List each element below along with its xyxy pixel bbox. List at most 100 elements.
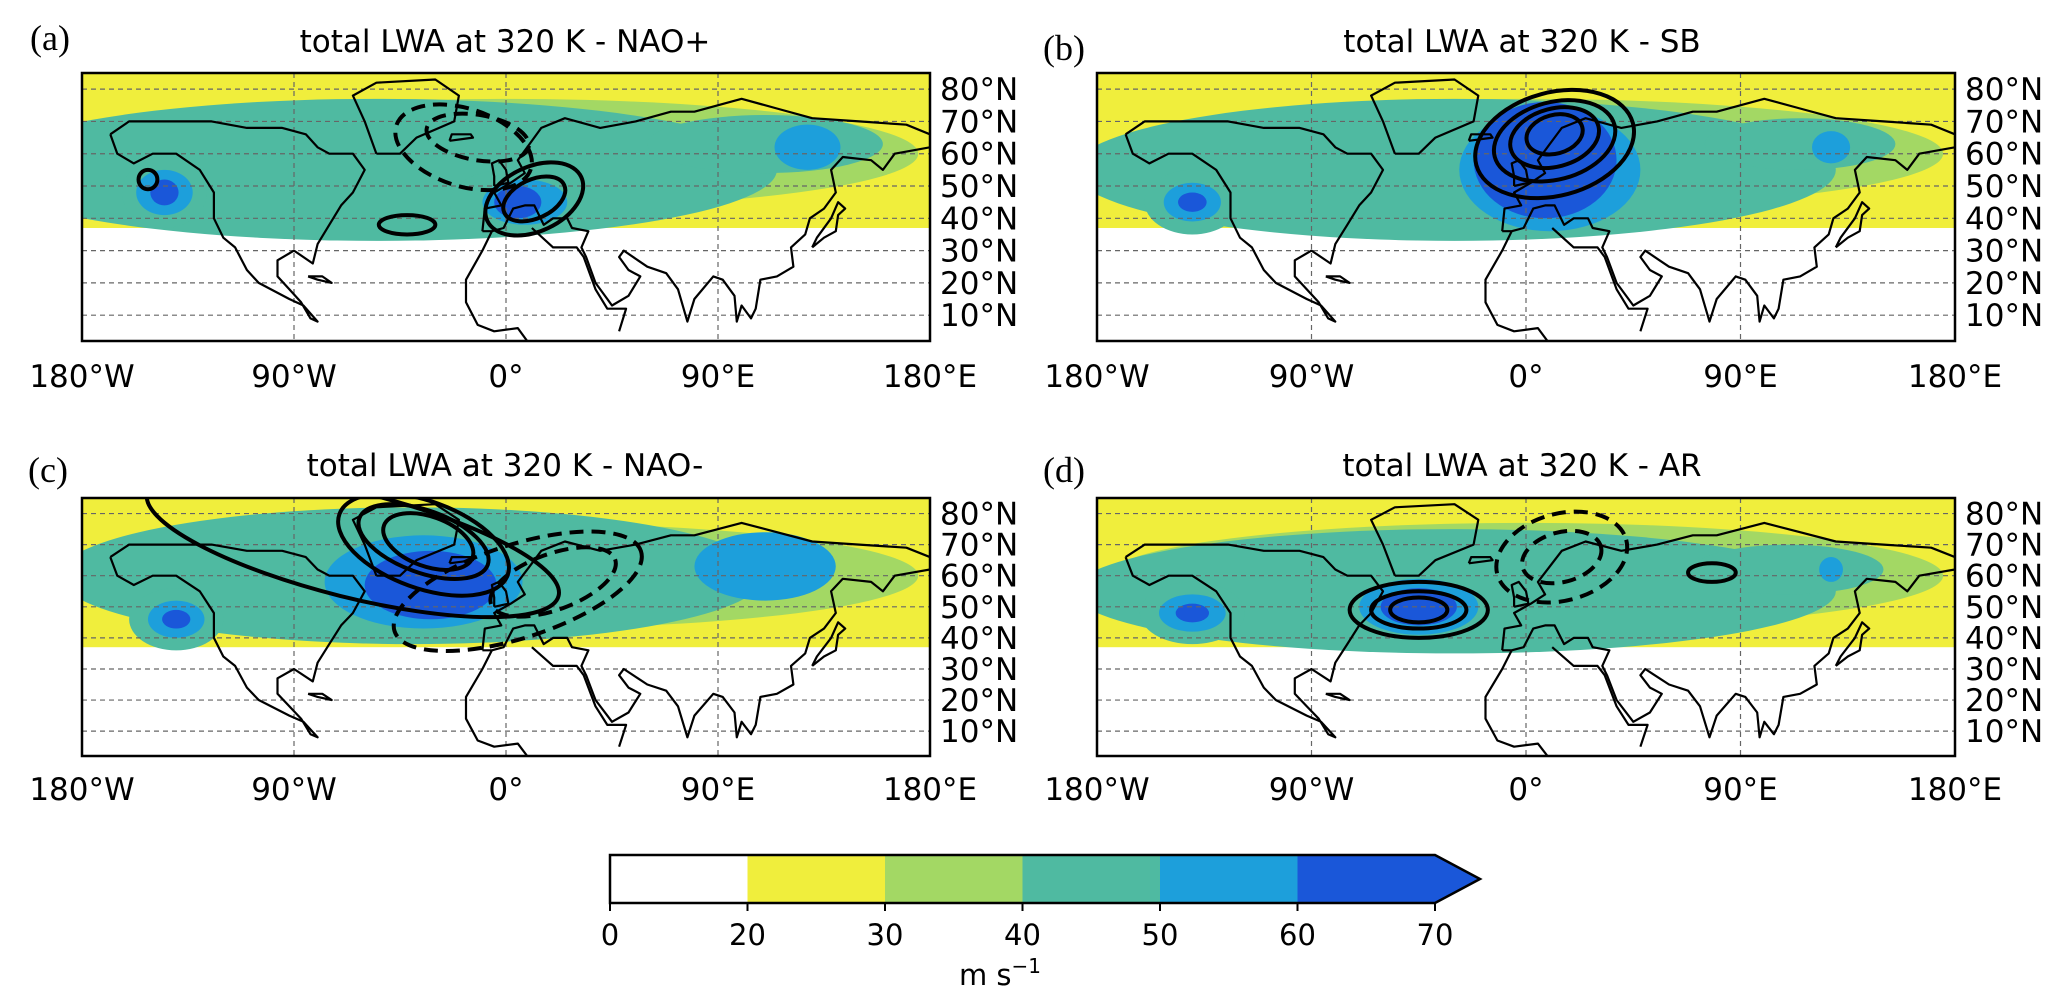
panel-b-coastline xyxy=(1370,78,1480,155)
panel-d-lat-label: 10°N xyxy=(1965,714,2043,750)
panel-a-lon-label: 180°W xyxy=(29,359,134,395)
colorbar-unit-base: m s xyxy=(959,958,1012,992)
panel-b-lat-label: 20°N xyxy=(1965,266,2043,302)
colorbar-cell xyxy=(1297,855,1435,903)
colorbar-frame xyxy=(608,853,1483,905)
panel-b-coastline xyxy=(1467,133,1494,142)
panel-c-title: total LWA at 320 K - NAO- xyxy=(307,448,704,484)
panel-b-lwa-blob xyxy=(1704,118,1896,170)
colorbar-tick-label: 40 xyxy=(1004,918,1041,952)
panel-d-lwa-blob xyxy=(1819,557,1843,582)
panel-a-lwa-blob xyxy=(82,98,777,241)
panel-b-title: total LWA at 320 K - SB xyxy=(1343,24,1700,60)
panel-c-lwa-blob xyxy=(364,550,497,620)
panel-a-lat-label: 10°N xyxy=(940,298,1018,334)
panel-a-lat-label: 30°N xyxy=(940,234,1018,270)
panel-d-coastline xyxy=(1502,568,1955,739)
panel-d-title: total LWA at 320 K - AR xyxy=(1342,448,1701,484)
panel-c-coastline xyxy=(531,646,628,748)
colorbar-tick-label: 30 xyxy=(867,918,904,952)
panel-a-contour-positive xyxy=(483,160,586,238)
panel-a-letter: (a) xyxy=(30,18,70,58)
panel-a-frame xyxy=(80,71,932,343)
panel-d-contour-positive xyxy=(1388,595,1450,625)
panel-b-contour-positive xyxy=(1524,112,1585,157)
panel-b-coastline xyxy=(1124,120,1385,323)
panel-a-coastline xyxy=(464,230,529,341)
panel-b-lat-label: 10°N xyxy=(1965,298,2043,334)
panel-d-contour-positive xyxy=(1686,561,1738,584)
panel-d: (d) total LWA at 320 K - AR 180°W 90°W 0° 90°… xyxy=(1043,448,2043,808)
panel-c-lat-label: 80°N xyxy=(940,497,1018,533)
panel-c-lon-label: 180°E xyxy=(883,772,977,808)
panel-b-lon-label: 0° xyxy=(1508,359,1543,395)
colorbar-cell xyxy=(610,855,748,903)
panel-d-lat-label: 30°N xyxy=(1965,652,2043,688)
panel-b-contour-positive xyxy=(1473,87,1637,201)
panel-a-coastline xyxy=(351,78,460,155)
panel-d-contour-negative xyxy=(1520,528,1604,586)
panel-d-coastline xyxy=(1325,692,1351,702)
panel-c-lon-label: 90°W xyxy=(251,772,337,808)
panel-d-coastline xyxy=(1501,521,1955,651)
panel-c-contour-negative xyxy=(488,545,618,619)
panel-b-lon-label: 90°W xyxy=(1269,359,1355,395)
panel-b-lon-label: 180°E xyxy=(1908,359,2002,395)
panel-a-map xyxy=(82,73,930,341)
panel-d-lon-label: 90°W xyxy=(1269,772,1355,808)
panel-a-coastline xyxy=(448,133,475,142)
panel-a-lwa-blob xyxy=(774,124,841,170)
panel-c-lat-label: 50°N xyxy=(940,590,1018,626)
panel-c-letter: (c) xyxy=(28,450,68,490)
panel-c-lwa-blob xyxy=(162,609,191,629)
panel-d-lwa-blob xyxy=(1380,588,1457,626)
panel-c-contour-negative xyxy=(391,529,644,653)
colorbar-extend-arrow xyxy=(1435,855,1480,903)
panel-b-lat-label: 40°N xyxy=(1965,201,2043,237)
panel-b: (b) total LWA at 320 K - SB 180°W 90°W 0° 90°… xyxy=(1043,24,2043,395)
panel-d-coastline xyxy=(1370,503,1480,577)
panel-d-lat-label: 70°N xyxy=(1965,528,2043,564)
panel-c-coastline xyxy=(464,649,529,756)
panel-b-frame xyxy=(1095,71,1957,343)
panel-a-title: total LWA at 320 K - NAO+ xyxy=(300,24,711,60)
colorbar-unit: m s−1 xyxy=(959,954,1041,992)
colorbar-cell xyxy=(1022,855,1160,903)
panel-b-coastline xyxy=(1551,227,1649,332)
panel-a-lon-label: 90°W xyxy=(251,359,337,395)
panel-c-lat-label: 30°N xyxy=(940,652,1018,688)
panel-c-contour-positive xyxy=(144,498,561,620)
panel-b-lon-label: 90°E xyxy=(1703,359,1778,395)
panel-c-lat-label: 10°N xyxy=(940,714,1018,750)
panel-c-lat-label: 20°N xyxy=(940,683,1018,719)
panel-a-lwa-blob xyxy=(494,186,542,219)
panel-c-lat-label: 40°N xyxy=(940,621,1018,657)
panel-b-contour-positive xyxy=(1508,105,1601,170)
panel-b-coastline xyxy=(1325,275,1351,284)
colorbar-tick-label: 20 xyxy=(729,918,766,952)
panel-d-lon-label: 90°E xyxy=(1703,772,1778,808)
panel-c-lon-label: 0° xyxy=(488,772,523,808)
panel-b-coastline xyxy=(1484,230,1549,341)
panel-a-lat-label: 80°N xyxy=(940,72,1018,108)
panel-d-lat-label: 80°N xyxy=(1965,497,2043,533)
panel-d-lat-label: 60°N xyxy=(1965,559,2043,595)
panel-d-coastline xyxy=(1467,556,1494,565)
panels: (a) total LWA at 320 K - NAO+ 180°W 90°W 0° 9… xyxy=(28,18,2043,808)
panel-d-coastline xyxy=(1124,543,1385,739)
colorbar-tick-label: 70 xyxy=(1417,918,1454,952)
panel-d-frame xyxy=(1095,496,1957,758)
panel-c-coastline xyxy=(811,621,847,667)
panel-c-lon-label: 180°W xyxy=(29,772,134,808)
panel-d-letter: (d) xyxy=(1043,450,1085,490)
panel-d-lat-label: 50°N xyxy=(1965,590,2043,626)
panel-a-lon-label: 0° xyxy=(488,359,523,395)
colorbar-cell xyxy=(1160,855,1298,903)
panel-a-lat-label: 50°N xyxy=(940,169,1018,205)
panel-b-lat-label: 30°N xyxy=(1965,234,2043,270)
panel-c: (c) total LWA at 320 K - NAO- 180°W 90°W 0° 9… xyxy=(28,448,1018,808)
panel-a-coastline xyxy=(109,120,366,323)
panel-d-lwa-blob xyxy=(1175,603,1210,623)
panel-b-lat-label: 80°N xyxy=(1965,72,2043,108)
panel-d-lat-label: 20°N xyxy=(1965,683,2043,719)
